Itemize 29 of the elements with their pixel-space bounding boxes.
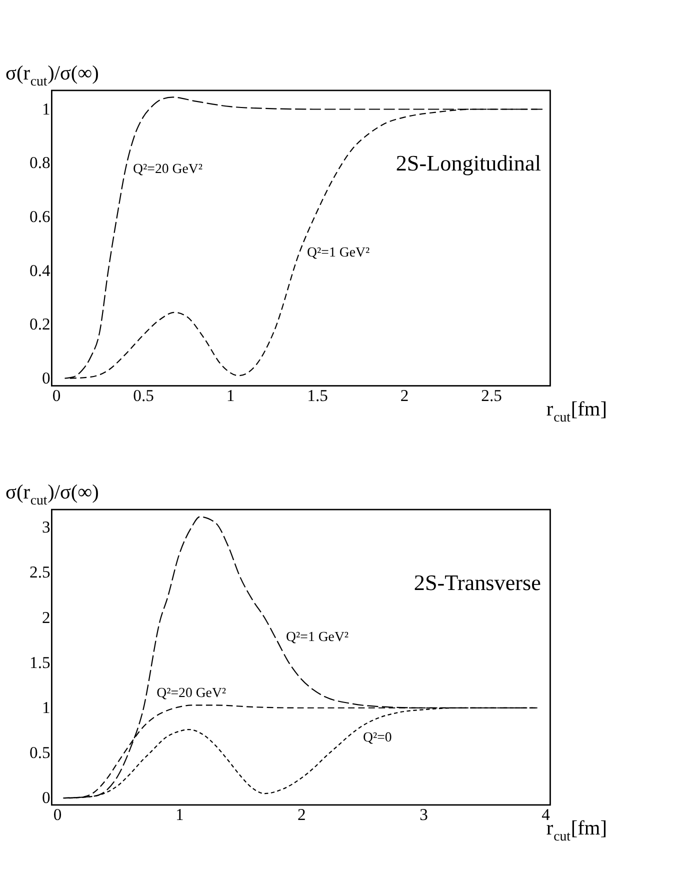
y-tick-label: 0.4 (30, 260, 52, 280)
y-tick-label: 0.5 (30, 743, 50, 762)
y-tick-label: 0.6 (30, 206, 50, 226)
annotation: 2S-Transverse (414, 570, 542, 595)
y-tick-label: 1 (42, 99, 50, 118)
y-tick-label: 1 (42, 698, 50, 717)
x-tick-label: 0.5 (133, 386, 154, 406)
series-label: Q²=20 GeV² (133, 161, 203, 176)
y-tick-label: 2.5 (30, 562, 50, 582)
y-tick-label: 1.5 (30, 652, 50, 672)
y-tick-label: 3 (42, 518, 50, 537)
y-tick-label: 0 (42, 788, 50, 808)
x-tick-label: 4 (542, 805, 551, 824)
y-tick-label: 0.8 (30, 153, 50, 172)
x-tick-label: 2 (400, 386, 409, 406)
y-tick-label: 0 (42, 368, 50, 388)
series-label: Q²=1 GeV² (307, 244, 370, 260)
y-tick-label: 0.2 (30, 314, 50, 334)
series-label: Q²=20 GeV² (156, 684, 226, 700)
x-tick-label: 2.5 (481, 386, 502, 406)
x-tick-label: 1 (175, 805, 184, 824)
series-label: Q²=0 (362, 729, 392, 744)
x-tick-label: 3 (420, 805, 428, 824)
x-tick-label: 1.5 (307, 386, 328, 406)
x-tick-label: 1 (226, 386, 235, 406)
x-tick-label: 2 (298, 805, 306, 824)
series-label: Q²=1 GeV² (286, 629, 349, 644)
y-tick-label: 2 (42, 608, 50, 627)
annotation: 2S-Longitudinal (396, 150, 541, 176)
